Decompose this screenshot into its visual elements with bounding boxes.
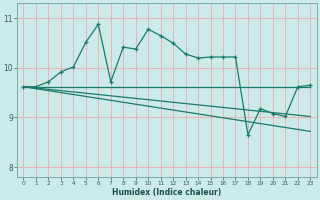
X-axis label: Humidex (Indice chaleur): Humidex (Indice chaleur) bbox=[112, 188, 221, 197]
